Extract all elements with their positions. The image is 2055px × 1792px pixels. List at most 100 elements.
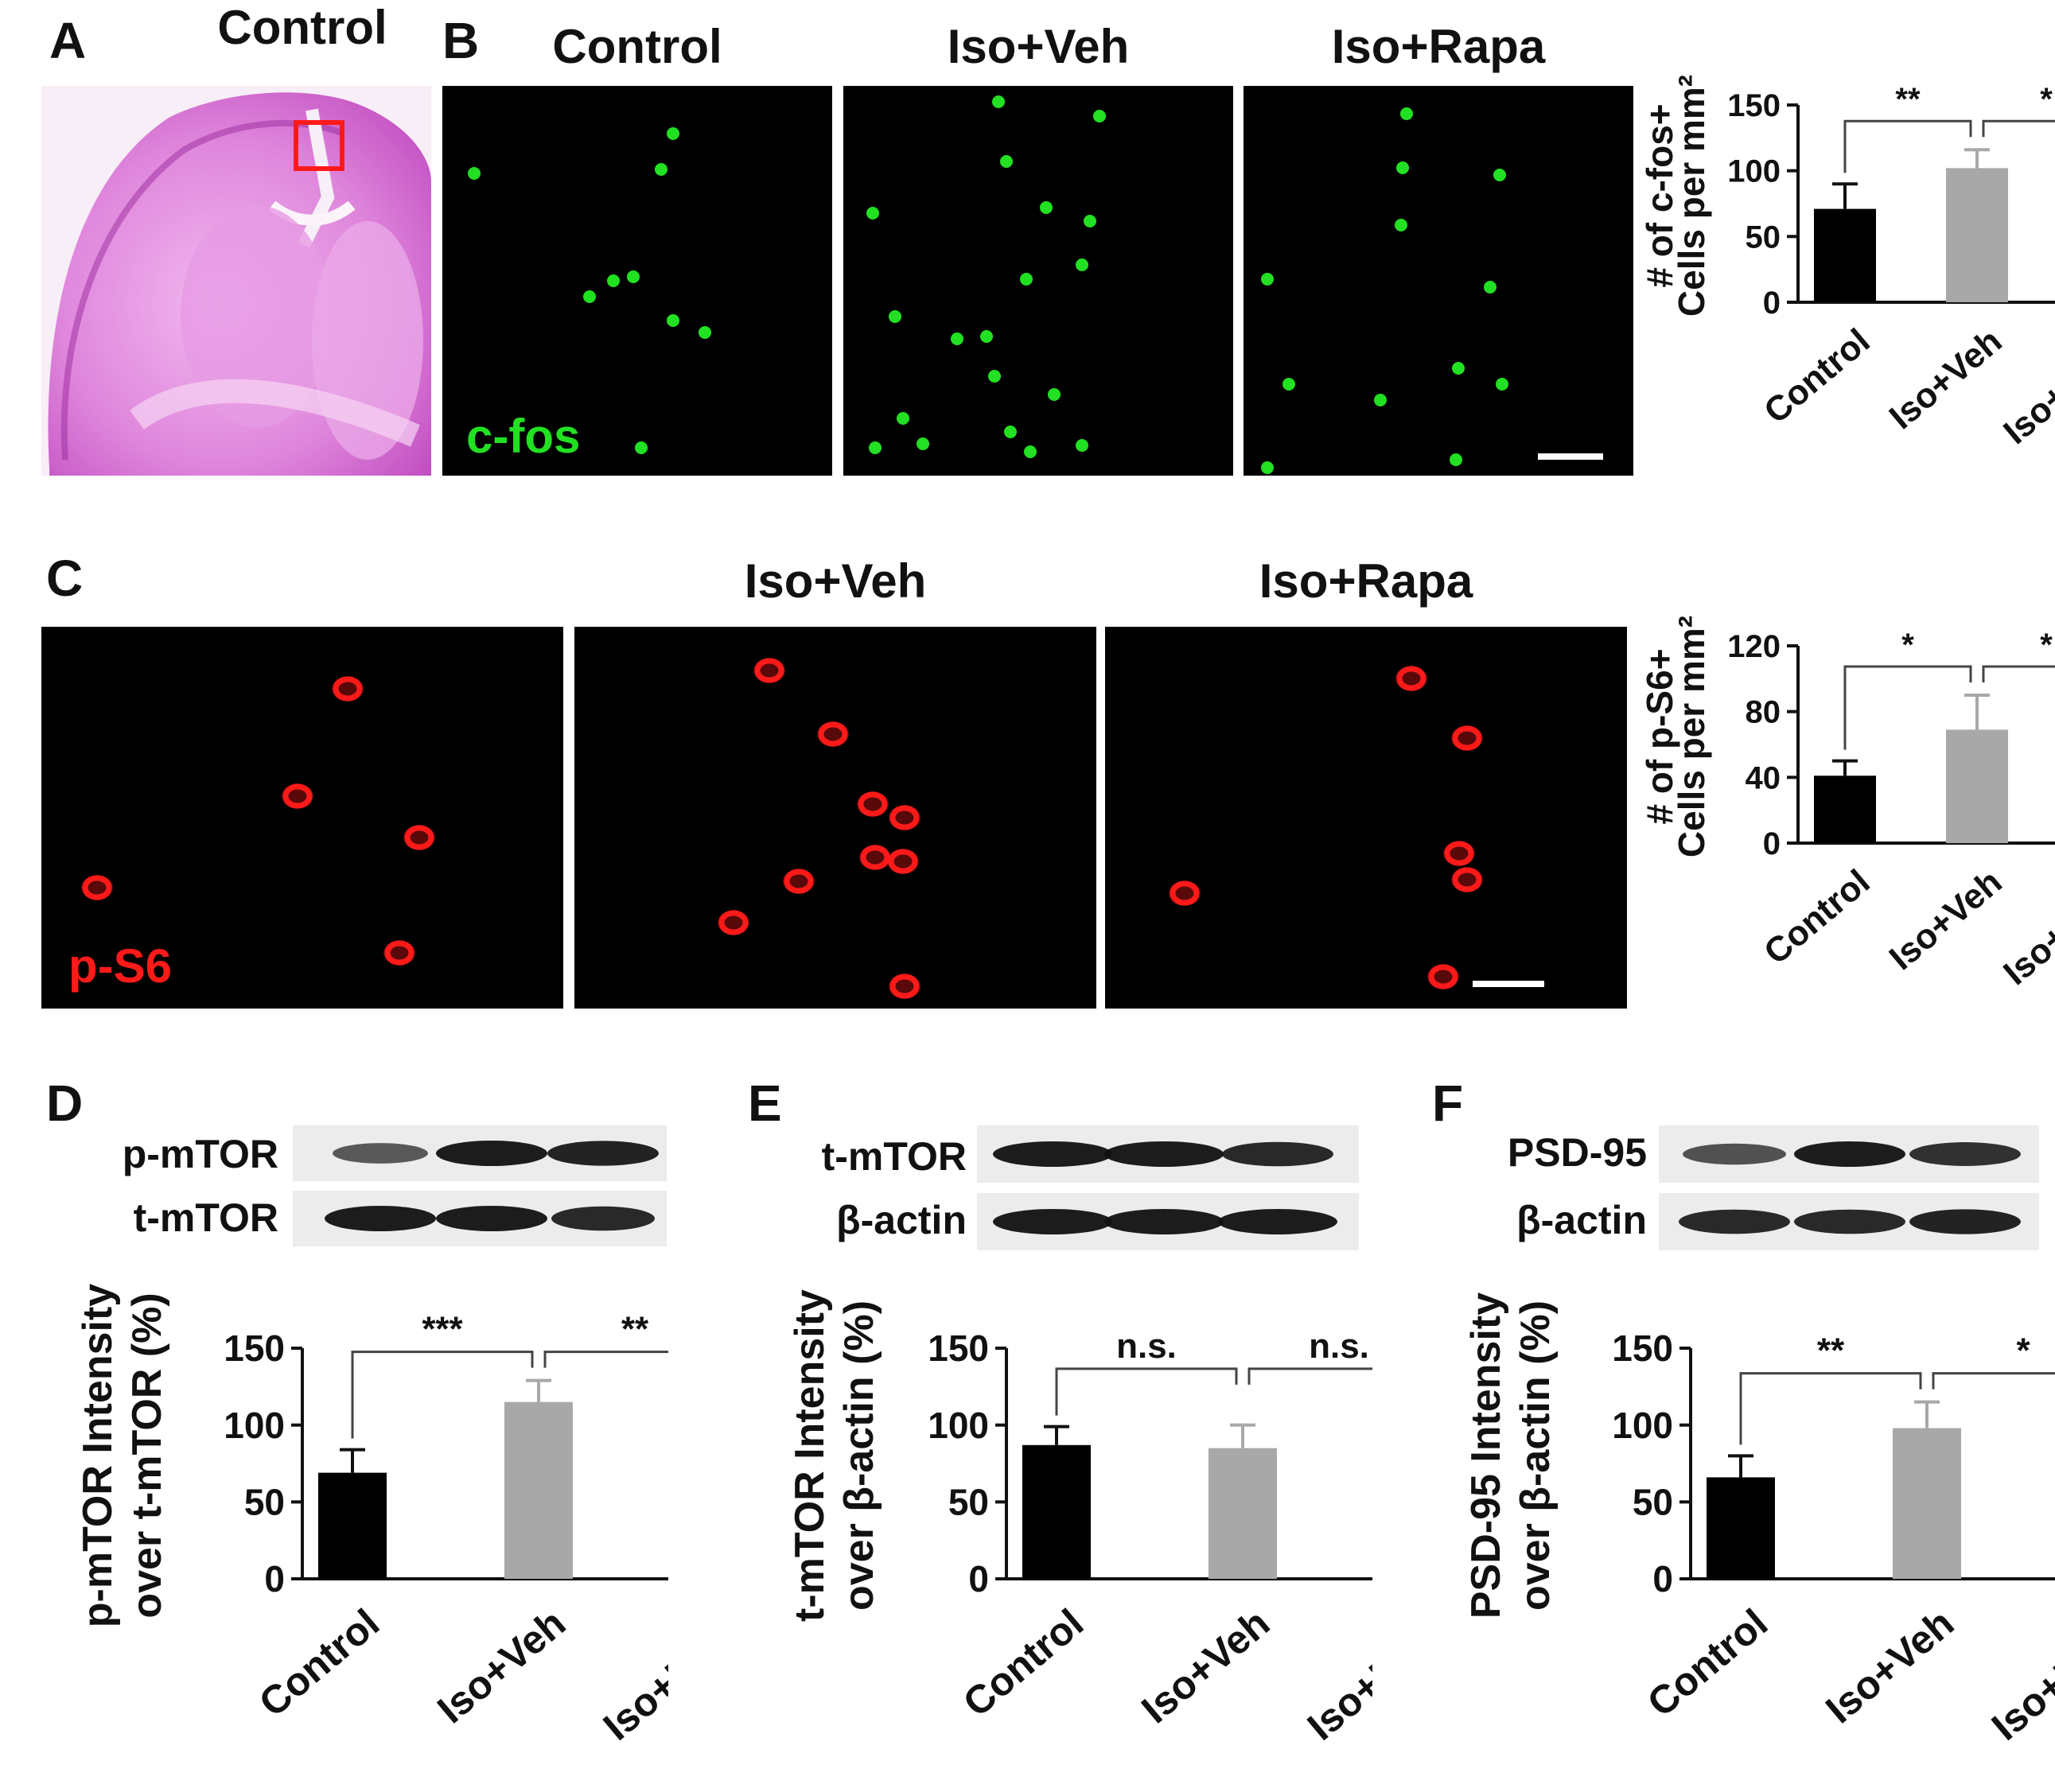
labeled-cell [866, 207, 879, 220]
y-tick-label: 150 [224, 1327, 285, 1369]
scale-bar [1538, 453, 1603, 460]
labeled-cell [753, 658, 785, 683]
y-tick-label: 40 [1746, 760, 1781, 795]
scale-bar [1473, 981, 1544, 987]
bar [504, 1401, 573, 1579]
labeled-cell [1048, 388, 1061, 401]
ps6-stain-label: p-S6 [68, 939, 173, 993]
significance-bracket [1932, 1372, 2055, 1390]
y-axis-label: Cells per mm² [1671, 616, 1712, 857]
bar [1707, 1477, 1775, 1579]
ps6-image-control [41, 627, 563, 1009]
x-tick-label: Iso+Veh [1817, 1600, 1962, 1732]
significance-bracket [351, 1351, 534, 1439]
labeled-cell [1374, 394, 1387, 406]
y-tick-label: 100 [1612, 1405, 1673, 1446]
labeled-cell [468, 167, 481, 180]
x-tick-label: Iso+Rapa [1983, 1600, 2055, 1748]
labeled-cell [635, 441, 648, 454]
significance-bracket [1055, 1367, 1238, 1416]
labeled-cell [980, 330, 993, 343]
cfos-image-control [442, 86, 832, 476]
labeled-cell [1395, 666, 1427, 691]
labeled-cell [383, 940, 415, 966]
labeled-cell [1400, 107, 1413, 120]
x-tick-label: Control [955, 1600, 1092, 1725]
labeled-cell [655, 163, 667, 176]
x-tick-label: Iso+Rapa [1299, 1600, 1372, 1748]
y-axis-label: # of c-fos+ [1639, 103, 1680, 287]
labeled-cell [1451, 867, 1483, 892]
blot-label-f-top: PSD-95 [1507, 1130, 1647, 1175]
labeled-cell [1020, 273, 1033, 286]
y-tick-label: 0 [1763, 826, 1781, 861]
y-axis-label: over β-actin (%) [836, 1300, 882, 1611]
labeled-cell [1496, 378, 1508, 391]
y-tick-label: 50 [244, 1481, 285, 1522]
labeled-cell [1084, 215, 1096, 227]
panel-letter-b: B [442, 12, 480, 69]
chart-d: 0 50 100 150 p-mTOR Intensity over t-mTOR (%)… [80, 1284, 668, 1749]
labeled-cell [332, 676, 364, 702]
y-axis-label: over β-actin (%) [1512, 1300, 1559, 1611]
blot-band [436, 1141, 547, 1166]
labeled-cell [1076, 439, 1088, 452]
bar [318, 1472, 387, 1579]
western-blot-d-top [293, 1125, 667, 1181]
western-blot-e-top [977, 1125, 1359, 1183]
panel-letter-a: A [49, 12, 87, 69]
significance-bracket [1739, 1372, 1922, 1445]
western-blot-f-top [1659, 1125, 2039, 1183]
y-tick-label: 50 [1633, 1481, 1673, 1522]
y-tick-label: 50 [1746, 220, 1781, 255]
labeled-cell [1004, 426, 1017, 438]
panel-c-title-iso-rapa: Iso+Rapa [1259, 554, 1473, 608]
significance-label: ** [1895, 82, 1921, 117]
panel-c-title-iso-veh: Iso+Veh [744, 554, 927, 608]
significance-label: n.s. [1309, 1327, 1369, 1366]
panel-letter-f: F [1432, 1075, 1464, 1132]
ps6-image-iso-veh [574, 627, 1096, 1009]
y-axis-label: p-mTOR Intensity [80, 1284, 121, 1627]
labeled-cell [992, 95, 1005, 108]
labeled-cell [1093, 110, 1106, 122]
cfos-image-iso-veh [843, 86, 1233, 476]
significance-bracket [1247, 1367, 1372, 1385]
panel-b-title-iso-rapa: Iso+Rapa [1331, 20, 1546, 73]
labeled-cell [1024, 445, 1037, 458]
y-tick-label: 0 [968, 1558, 989, 1600]
significance-label: ** [1817, 1331, 1845, 1370]
y-tick-label: 150 [1612, 1327, 1673, 1369]
significance-label: ** [621, 1310, 649, 1349]
y-tick-label: 80 [1746, 695, 1781, 730]
x-tick-label: Control [251, 1600, 387, 1725]
brain-section-image [41, 86, 432, 476]
blot-band [325, 1206, 436, 1231]
labeled-cell [1395, 219, 1407, 231]
blot-band [993, 1141, 1112, 1167]
labeled-cell [667, 127, 679, 140]
labeled-cell [1450, 453, 1462, 466]
bar [1893, 1428, 1961, 1579]
blot-band [1218, 1209, 1337, 1234]
y-axis-label: t-mTOR Intensity [787, 1289, 833, 1622]
blot-band [1794, 1209, 1905, 1234]
labeled-cell [1261, 273, 1274, 286]
labeled-cell [889, 974, 920, 999]
y-tick-label: 100 [928, 1405, 989, 1446]
y-tick-label: 0 [1652, 1558, 1673, 1600]
significance-bracket [543, 1351, 668, 1368]
x-tick-label: Iso+Rapa [1996, 321, 2055, 452]
significance-bracket [1982, 665, 2055, 682]
panel-c-title-control: Control [217, 1, 387, 54]
blot-band [993, 1209, 1112, 1234]
labeled-cell [1169, 880, 1201, 906]
labeled-cell [1451, 725, 1483, 751]
bar [1946, 168, 2008, 302]
blot-band [1909, 1142, 2021, 1166]
y-tick-label: 150 [1727, 88, 1781, 123]
labeled-cell [1282, 378, 1295, 391]
labeled-cell [1040, 201, 1053, 214]
bar [1022, 1444, 1091, 1579]
y-tick-label: 100 [1727, 154, 1781, 189]
